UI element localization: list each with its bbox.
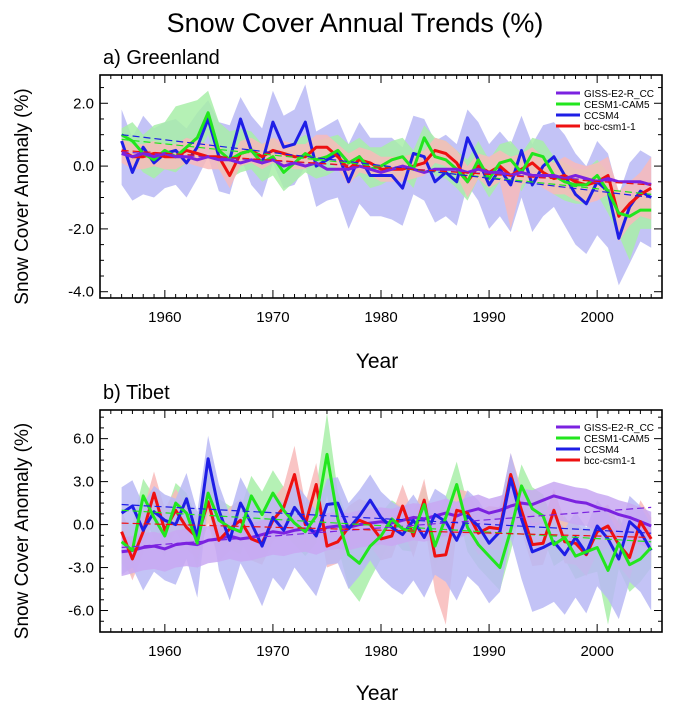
legend-label: GISS-E2-R_CC — [584, 89, 654, 100]
x-tick-label: 1990 — [472, 309, 505, 326]
x-tick-label: 1970 — [256, 309, 289, 326]
x-tick-label: 2000 — [580, 643, 613, 660]
y-tick-label: 3.0 — [73, 474, 94, 491]
panel-label: a) Greenland — [103, 47, 220, 69]
x-tick-label: 1980 — [364, 309, 397, 326]
y-axis-label: Snow Cover Anomaly (%) — [12, 423, 33, 639]
legend-label: bcc-csm1-1 — [584, 456, 636, 467]
legend-label: CCSM4 — [584, 111, 619, 122]
x-axis-label: Year — [356, 682, 398, 705]
y-axis-label: Snow Cover Anomaly (%) — [12, 88, 33, 304]
x-tick-label: 1960 — [148, 643, 181, 660]
trend-line-bcc-csm1-1 — [121, 522, 652, 539]
x-tick-label: 2000 — [580, 309, 613, 326]
x-axis-label: Year — [356, 350, 398, 373]
trend-line-cesm1-cam5 — [121, 138, 652, 195]
panel-tibet: b) Tibet 1960 1970 1980 1990 2000 6.0 3.0 0.0 -3.… — [12, 382, 663, 705]
trend-line-ccsm4 — [121, 134, 652, 199]
y-tick-label: 2.0 — [73, 95, 94, 112]
legend-label: GISS-E2-R_CC — [584, 423, 654, 434]
series-line-ccsm4 — [120, 117, 652, 240]
y-tick-label: -2.0 — [68, 221, 94, 238]
trend-line-giss-e2-r-cc — [121, 506, 652, 549]
y-tick-label: 0.0 — [73, 158, 94, 175]
x-tick-label: 1970 — [256, 643, 289, 660]
chart-title: Snow Cover Annual Trends (%) — [167, 8, 544, 38]
series-lines — [120, 111, 652, 240]
series-lines — [120, 452, 653, 572]
y-tick-label: 6.0 — [73, 431, 94, 448]
y-tick-label: -3.0 — [68, 560, 94, 577]
series-line-cesm1-cam5 — [120, 111, 652, 218]
legend-label: CESM1-CAM5 — [584, 434, 650, 445]
x-tick-label: 1980 — [364, 643, 397, 660]
panel-greenland: a) Greenland 1960 1970 1980 1990 2000 2.0 0.0 -2… — [12, 47, 663, 373]
legend-label: CCSM4 — [584, 445, 619, 456]
legend-label: bcc-csm1-1 — [584, 122, 636, 133]
series-line-ccsm4 — [120, 457, 653, 561]
trend-line-cesm1-cam5 — [121, 509, 652, 543]
spread-band-ccsm4 — [121, 84, 652, 286]
legend-label: CESM1-CAM5 — [584, 100, 650, 111]
y-tick-label: 0.0 — [73, 517, 94, 534]
trend-line-ccsm4 — [121, 503, 652, 534]
panel-label: b) Tibet — [103, 382, 170, 404]
y-tick-label: -4.0 — [68, 284, 94, 301]
y-tick-label: -6.0 — [68, 603, 94, 620]
x-tick-label: 1960 — [148, 309, 181, 326]
trend-line-bcc-csm1-1 — [121, 149, 652, 186]
x-tick-label: 1990 — [472, 643, 505, 660]
